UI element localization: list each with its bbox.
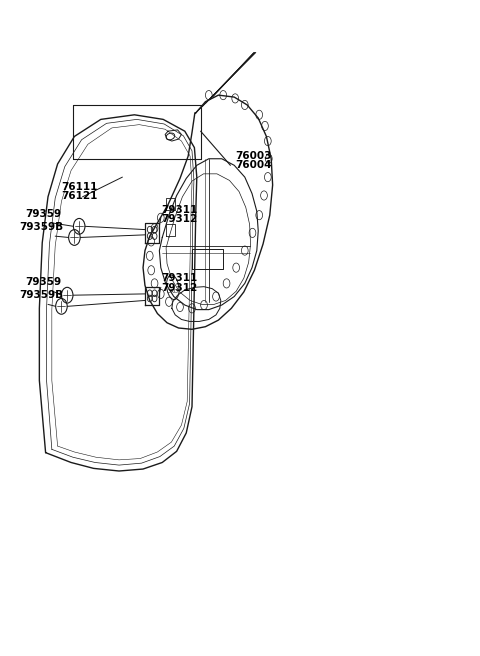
Text: 76003: 76003: [235, 151, 272, 161]
Text: 79359: 79359: [25, 277, 61, 287]
Text: ORD: ORD: [167, 289, 179, 295]
Text: 79312: 79312: [161, 215, 197, 224]
Text: 76004: 76004: [235, 160, 272, 170]
Text: 79311: 79311: [161, 274, 197, 283]
Text: 79311: 79311: [161, 205, 197, 215]
Text: 79359B: 79359B: [19, 291, 63, 300]
Text: 79312: 79312: [161, 283, 197, 293]
Text: 79359B: 79359B: [19, 222, 63, 232]
Text: 79359: 79359: [25, 209, 61, 219]
Text: 76121: 76121: [61, 191, 98, 201]
Text: 76111: 76111: [61, 182, 98, 192]
